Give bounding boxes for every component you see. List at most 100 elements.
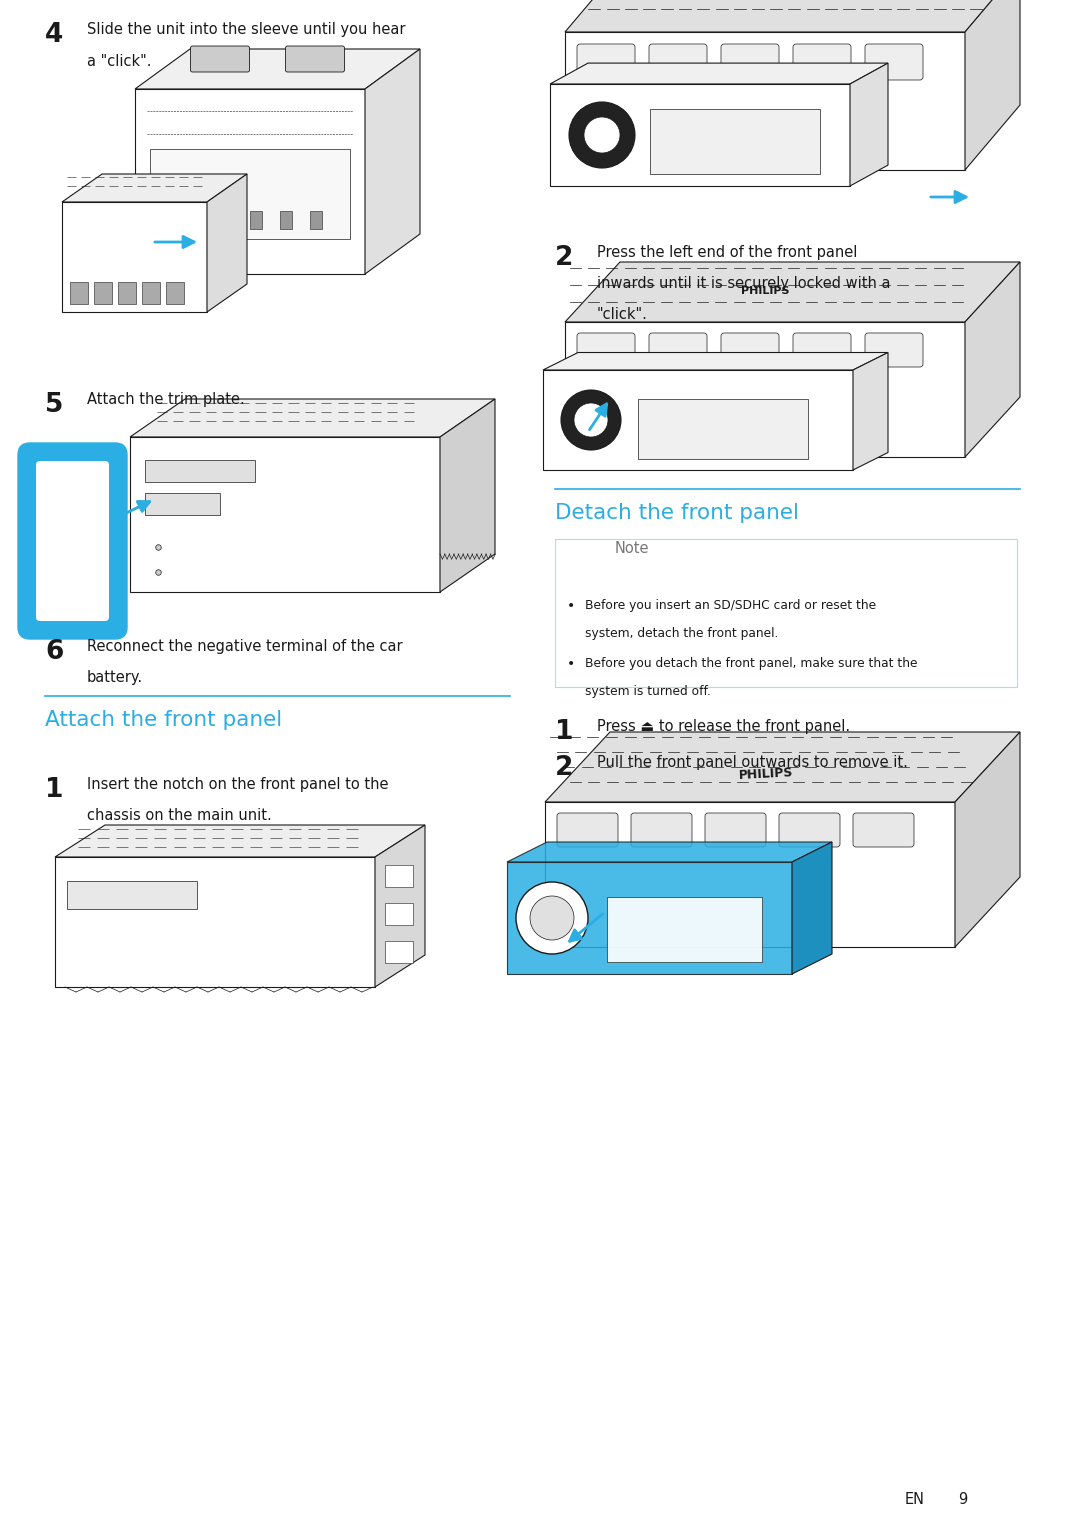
FancyBboxPatch shape <box>631 812 692 847</box>
FancyBboxPatch shape <box>577 333 635 366</box>
Bar <box>160 211 172 229</box>
Text: Note: Note <box>615 541 649 556</box>
Text: 6: 6 <box>45 638 64 664</box>
Bar <box>67 881 197 909</box>
FancyBboxPatch shape <box>18 443 127 638</box>
Bar <box>145 493 220 515</box>
Bar <box>607 896 762 962</box>
Bar <box>141 282 160 304</box>
Polygon shape <box>130 399 495 437</box>
FancyBboxPatch shape <box>865 44 923 79</box>
Polygon shape <box>565 263 1020 322</box>
Text: PHILIPS: PHILIPS <box>739 767 794 782</box>
Text: 1: 1 <box>555 719 573 745</box>
Text: •: • <box>567 599 576 612</box>
Text: 2: 2 <box>555 244 573 270</box>
FancyBboxPatch shape <box>36 461 109 621</box>
FancyBboxPatch shape <box>793 44 851 79</box>
Circle shape <box>561 389 621 450</box>
Polygon shape <box>543 353 888 370</box>
Polygon shape <box>62 202 207 312</box>
Polygon shape <box>207 174 247 312</box>
Bar <box>70 282 87 304</box>
FancyBboxPatch shape <box>190 46 249 72</box>
FancyBboxPatch shape <box>721 44 779 79</box>
Bar <box>166 282 184 304</box>
Text: a "click".: a "click". <box>87 53 151 69</box>
Circle shape <box>516 883 588 954</box>
Text: Press ⏏ to release the front panel.: Press ⏏ to release the front panel. <box>597 719 850 734</box>
Bar <box>145 460 255 483</box>
Text: Pull the front panel outwards to remove it.: Pull the front panel outwards to remove … <box>597 754 908 770</box>
Bar <box>249 211 262 229</box>
Text: 4: 4 <box>45 21 64 47</box>
Text: Press the left end of the front panel: Press the left end of the front panel <box>597 244 858 260</box>
Polygon shape <box>550 63 888 84</box>
Polygon shape <box>550 84 850 186</box>
Polygon shape <box>565 322 966 457</box>
Polygon shape <box>850 63 888 186</box>
Text: Before you insert an SD/SDHC card or reset the: Before you insert an SD/SDHC card or res… <box>585 599 876 612</box>
Polygon shape <box>130 437 440 592</box>
Circle shape <box>573 403 608 437</box>
Bar <box>150 150 350 240</box>
Text: system, detach the front panel.: system, detach the front panel. <box>585 628 779 640</box>
FancyBboxPatch shape <box>649 333 707 366</box>
Polygon shape <box>55 825 426 857</box>
FancyBboxPatch shape <box>705 812 766 847</box>
Text: Reconnect the negative terminal of the car: Reconnect the negative terminal of the c… <box>87 638 403 654</box>
Bar <box>280 211 292 229</box>
Polygon shape <box>966 0 1020 169</box>
Text: Attach the front panel: Attach the front panel <box>45 710 282 730</box>
Bar <box>94 282 112 304</box>
FancyBboxPatch shape <box>577 44 635 79</box>
Polygon shape <box>135 49 420 89</box>
Text: Slide the unit into the sleeve until you hear: Slide the unit into the sleeve until you… <box>87 21 405 37</box>
Text: 2: 2 <box>555 754 573 780</box>
Polygon shape <box>365 49 420 273</box>
Text: •: • <box>567 657 576 670</box>
FancyBboxPatch shape <box>721 333 779 366</box>
FancyBboxPatch shape <box>853 812 914 847</box>
Circle shape <box>569 102 635 168</box>
Bar <box>650 108 820 174</box>
Polygon shape <box>565 32 966 169</box>
Polygon shape <box>792 841 832 974</box>
Bar <box>555 539 603 580</box>
Text: Insert the notch on the front panel to the: Insert the notch on the front panel to t… <box>87 777 389 793</box>
Polygon shape <box>135 89 365 273</box>
Text: inwards until it is securely locked with a: inwards until it is securely locked with… <box>597 276 891 292</box>
Bar <box>310 211 322 229</box>
Polygon shape <box>853 353 888 470</box>
Text: battery.: battery. <box>87 670 144 686</box>
Bar <box>220 211 232 229</box>
Polygon shape <box>966 263 1020 457</box>
Circle shape <box>584 118 620 153</box>
Polygon shape <box>545 731 1020 802</box>
Text: Before you detach the front panel, make sure that the: Before you detach the front panel, make … <box>585 657 918 670</box>
Bar <box>190 211 202 229</box>
Bar <box>384 941 413 964</box>
Bar <box>118 282 136 304</box>
Bar <box>555 539 1017 687</box>
Text: system is turned off.: system is turned off. <box>585 686 711 698</box>
Polygon shape <box>375 825 426 986</box>
FancyBboxPatch shape <box>557 812 618 847</box>
Bar <box>384 864 413 887</box>
Polygon shape <box>955 731 1020 947</box>
Text: EN: EN <box>905 1492 924 1507</box>
FancyBboxPatch shape <box>865 333 923 366</box>
Bar <box>384 902 413 925</box>
Bar <box>638 399 808 460</box>
FancyBboxPatch shape <box>779 812 840 847</box>
Circle shape <box>530 896 573 941</box>
Text: PHILIPS: PHILIPS <box>741 286 789 296</box>
Polygon shape <box>55 857 375 986</box>
Text: Attach the trim plate.: Attach the trim plate. <box>87 392 245 408</box>
Text: 5: 5 <box>45 392 64 418</box>
Text: 1: 1 <box>45 777 64 803</box>
Polygon shape <box>545 802 955 947</box>
Polygon shape <box>440 399 495 592</box>
FancyBboxPatch shape <box>285 46 345 72</box>
Polygon shape <box>62 174 247 202</box>
